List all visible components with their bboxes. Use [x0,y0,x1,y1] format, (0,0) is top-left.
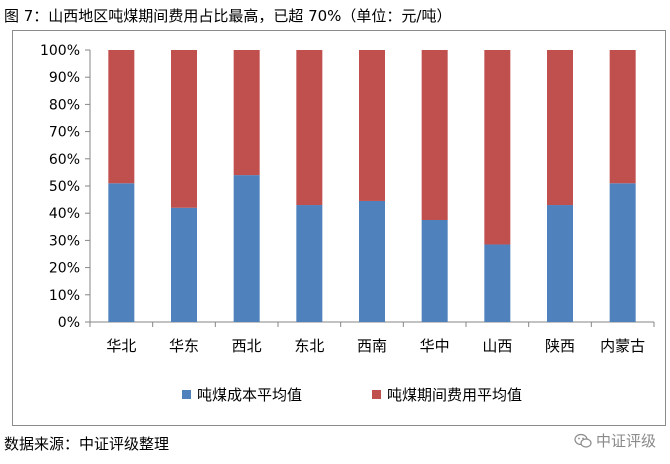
y-tick-label: 100% [40,43,80,59]
y-tick-label: 30% [49,233,80,249]
bar-cost [171,207,197,322]
bar-expense [484,50,511,245]
bar-cost [484,244,511,322]
watermark: 中证评级 [574,430,656,451]
x-tick-label: 陕西 [545,337,575,355]
bar-cost [547,205,573,322]
wechat-icon [574,433,592,448]
y-tick-label: 70% [49,125,80,141]
bar-expense [233,50,260,176]
x-tick-label: 西北 [232,337,262,355]
y-tick-label: 20% [49,261,80,277]
bar-expense [108,50,135,184]
x-tick-label: 西南 [357,337,387,355]
x-tick-label: 山西 [482,337,512,355]
bar-expense [171,50,197,208]
chart-frame [12,30,666,426]
legend-swatch [372,390,381,399]
bar-cost [421,220,448,322]
y-tick-label: 80% [49,97,80,113]
bar-expense [609,50,636,184]
bar-cost [359,200,385,322]
y-tick-label: 0% [58,315,80,331]
legend-label: 吨煤成本平均值 [197,386,302,404]
chart-title: 图 7：山西地区吨煤期间费用占比最高，已超 70%（单位：元/吨） [4,7,452,25]
y-tick-label: 40% [49,206,80,222]
watermark-text: 中证评级 [595,432,656,450]
bar-expense [296,50,323,206]
x-tick-label: 华东 [169,337,199,355]
bar-expense [421,50,448,220]
y-tick-label: 10% [49,288,80,304]
bar-cost [108,183,135,322]
legend-swatch [182,390,191,399]
bar-expense [547,50,573,206]
bar-cost [233,175,260,322]
x-tick-label: 华北 [106,337,136,355]
bar-expense [359,50,385,201]
x-tick-label: 华中 [420,337,450,355]
bar-cost [296,205,323,322]
data-source: 数据来源：中证评级整理 [4,435,170,453]
legend-label: 吨煤期间费用平均值 [387,386,522,404]
x-tick-label: 东北 [294,337,324,355]
y-tick-label: 90% [49,70,80,86]
y-tick-label: 60% [49,152,80,168]
x-tick-label: 内蒙古 [600,337,645,355]
stacked-bar-chart: 0% 10% 20% 30% 40% 50% 60% 70% 80% 90% 100% 华北 华东 西北 东… [40,43,655,404]
bar-cost [609,183,636,322]
y-tick-label: 50% [49,179,80,195]
